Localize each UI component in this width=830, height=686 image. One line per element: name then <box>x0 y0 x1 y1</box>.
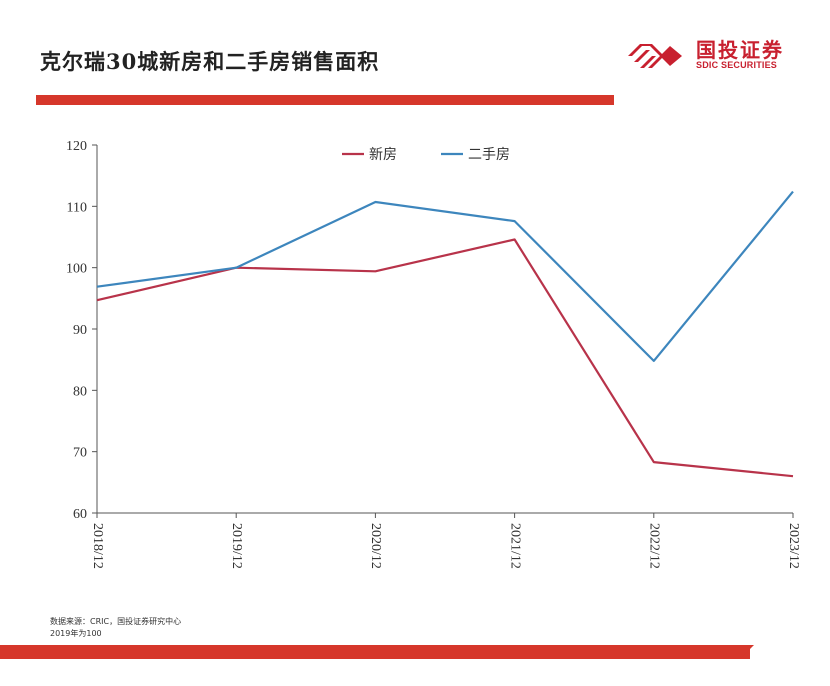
brand-logo: 国投证券 SDIC SECURITIES <box>626 34 806 74</box>
chart-legend: 新房 二手房 <box>342 147 510 163</box>
brand-name-en: SDIC SECURITIES <box>696 60 778 70</box>
title-underline-bar <box>36 95 614 105</box>
brand-name-cn: 国投证券 <box>696 38 784 62</box>
legend-label: 新房 <box>369 147 397 163</box>
chart-lines <box>96 190 794 478</box>
series-line-second-hand <box>96 190 794 362</box>
x-tick-label: 2019/12 <box>229 523 244 569</box>
source-text: 数据来源：CRIC，国投证券研究中心 <box>50 617 182 626</box>
chart-axes: 60 70 80 90 100 110 120 2018/12 2019/12 2020/12 20… <box>66 139 801 569</box>
x-tick-label: 2020/12 <box>368 523 383 569</box>
y-tick-label: 110 <box>67 200 87 215</box>
y-tick-label: 100 <box>66 262 87 277</box>
baseline-note: 2019年为100 <box>50 629 102 638</box>
y-tick-label: 70 <box>73 446 87 461</box>
x-tick-label: 2021/12 <box>507 523 522 569</box>
x-tick-label: 2022/12 <box>647 523 662 569</box>
y-tick-label: 60 <box>73 507 87 522</box>
brand-mark-icon <box>628 44 682 68</box>
chart-title: 克尔瑞30城新房和二手房销售面积 <box>40 49 380 74</box>
footer-bar <box>0 645 750 659</box>
x-tick-label: 2018/12 <box>90 523 105 569</box>
legend-label: 二手房 <box>468 147 510 163</box>
y-tick-label: 90 <box>73 323 87 338</box>
footer-bar-tail <box>740 645 754 659</box>
x-tick-label: 2023/12 <box>786 523 801 569</box>
y-tick-label: 120 <box>66 139 87 154</box>
y-tick-label: 80 <box>73 384 87 399</box>
series-line-new-homes <box>96 238 794 478</box>
source-note: 数据来源：CRIC，国投证券研究中心 2019年为100 <box>50 616 181 640</box>
